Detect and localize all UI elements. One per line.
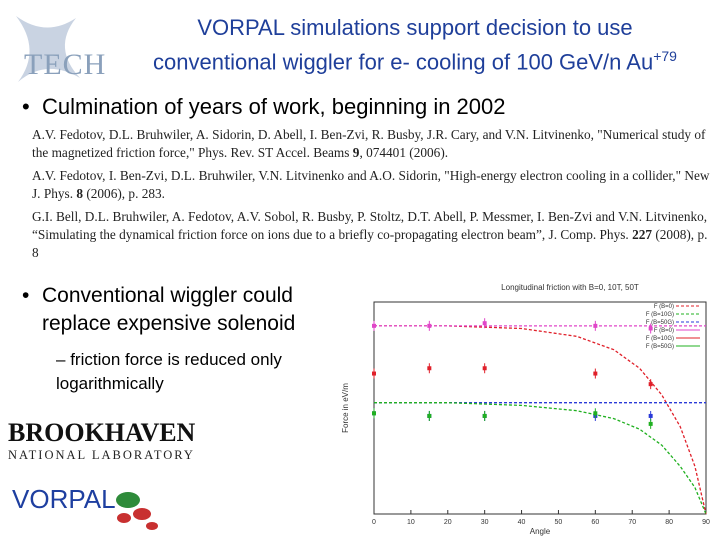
reference-2: A.V. Fedotov, I. Ben-Zvi, D.L. Bruhwiler… [32,168,710,201]
references: A.V. Fedotov, D.L. Bruhwiler, A. Sidorin… [32,126,710,267]
chart-background [338,278,714,536]
data-point-series-2 [372,371,376,376]
x-tick-label: 90 [702,519,710,526]
vorpal-emblem-icon [116,492,158,530]
data-point-series-4 [482,413,487,418]
bullet-dot-icon: • [22,94,30,119]
data-point-series-1 [372,323,376,328]
reference-1: A.V. Fedotov, D.L. Bruhwiler, A. Sidorin… [32,127,706,160]
data-point-series-4 [593,411,598,416]
title-line-1: VORPAL simulations support decision to u… [197,15,633,40]
sub-bullet-dash: – [56,350,66,369]
x-tick-label: 40 [518,519,526,526]
x-tick-label: 20 [444,519,452,526]
data-point-series-1 [427,323,432,328]
x-swoosh-icon [16,16,80,82]
brookhaven-wordmark: BROOKHAVEN [8,418,196,447]
data-point-series-3 [648,413,653,418]
vorpal-logo: VORPAL [8,478,208,538]
legend-entry: F (B=0) [654,304,674,310]
y-axis-label: Force in eV/m [341,383,350,433]
x-tick-label: 80 [665,519,673,526]
x-tick-label: 60 [591,519,599,526]
title-line-2: conventional wiggler for e- cooling of 1… [153,48,677,75]
data-point-series-4 [372,411,376,416]
bullet-wiggler: • Conventional wiggler could replace expe… [22,282,342,338]
brookhaven-logo: BROOKHAVEN NATIONAL LABORATORY [8,418,208,462]
plot-frame [373,301,707,515]
bullet-wiggler-line-1: Conventional wiggler could [42,284,293,307]
reference-3: G.I. Bell, D.L. Bruhwiler, A. Fedotov, A… [32,209,708,260]
data-point-series-2 [593,371,598,376]
bullet-wiggler-line-2: replace expensive solenoid [42,312,296,335]
data-point-series-4 [427,413,432,418]
legend-entry: F (B=50G) [646,320,674,326]
data-point-series-2 [482,366,487,371]
x-tick-label: 0 [372,519,376,526]
data-point-series-1 [593,323,598,328]
techx-wordmark: TECH [24,48,107,81]
sub-bullet-text: friction force is reduced only logarithm… [56,350,282,393]
data-point-series-2 [648,382,653,387]
data-point-series-1 [648,326,653,331]
x-tick-label: 50 [555,519,563,526]
legend-entry: F (B=50G) [646,344,674,350]
legend-entry: F (B=10G) [646,312,674,318]
friction-chart-svg: Longitudinal friction with B=0, 10T, 50T… [338,278,714,536]
x-tick-label: 30 [481,519,489,526]
chart-legend: F (B=0) F (B=10G) F (B=50G) F (B=0) F (B=10G… [646,304,700,350]
bullet-culmination: • Culmination of years of work, beginning… [22,94,506,119]
data-point-series-4 [648,421,653,426]
vorpal-wordmark: VORPAL [12,484,116,514]
sub-bullet-friction: – friction force is reduced only logarit… [56,348,326,396]
national-laboratory-text: NATIONAL LABORATORY [8,448,195,462]
x-axis-label: Angle [530,527,551,536]
slide-title: VORPAL simulations support decision to u… [120,14,710,76]
legend-entry: F (B=0) [654,328,674,334]
chart-title: Longitudinal friction with B=0, 10T, 50T [501,283,639,292]
charge-superscript: +79 [653,48,677,64]
friction-chart: Longitudinal friction with B=0, 10T, 50T… [338,278,714,536]
legend-entry: F (B=10G) [646,336,674,342]
x-tick-label: 10 [407,519,415,526]
x-tick-label: 70 [628,519,636,526]
techx-logo: TECH [6,8,126,86]
data-point-series-2 [427,366,432,371]
theory-curve-4 [374,402,707,515]
data-point-series-1 [482,321,487,326]
bullet-dot-icon: • [22,284,30,307]
